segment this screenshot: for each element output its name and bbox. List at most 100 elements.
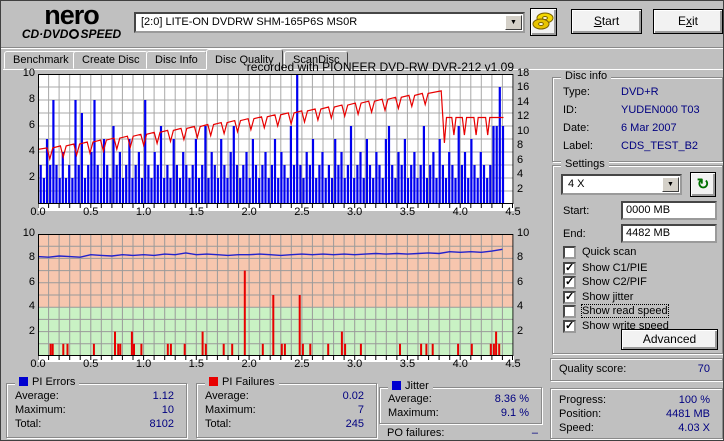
- speed-value: 4.03 X: [678, 422, 710, 434]
- disc-id-value: YUDEN000 T03: [621, 104, 700, 116]
- jitter-maximum: 9.1 %: [500, 407, 529, 419]
- chevron-down-icon[interactable]: ▼: [505, 15, 522, 30]
- drive-selector-combobox[interactable]: [2:0] LITE-ON DVDRW SHM-165P6S MS0R ▼: [134, 12, 525, 33]
- start-position-field[interactable]: 0000 MB: [621, 201, 717, 220]
- checkbox-box[interactable]: ✓: [563, 262, 576, 275]
- axis-tick-label: 6: [517, 153, 524, 166]
- position-label: Position:: [559, 408, 602, 420]
- pie-average: 1.12: [152, 390, 174, 402]
- checkbox-box[interactable]: ✓: [563, 291, 576, 304]
- refresh-icon: ↻: [696, 176, 710, 193]
- pif-maximum: 7: [357, 404, 364, 416]
- axis-tick-label: 10: [517, 124, 530, 137]
- axis-tick-label: 4.0: [452, 358, 468, 370]
- pi-failures-legend-swatch: [209, 377, 218, 386]
- axis-tick-label: 2: [517, 324, 524, 337]
- axis-tick-label: 3.0: [347, 358, 363, 370]
- pif-total: 245: [345, 418, 364, 430]
- pie-maximum: 10: [161, 404, 174, 416]
- pi-errors-stats-group: PI Errors Average: 1.12 Maximum: 10 Total:…: [6, 376, 187, 438]
- axis-tick-label: 12: [517, 110, 530, 123]
- tab-scandisc[interactable]: ScanDisc: [284, 51, 349, 69]
- pi-failures-stats-group: PI Failures Average: 0.02 Maximum: 7 Total…: [196, 376, 377, 438]
- progress-label: Progress:: [559, 394, 607, 406]
- toolbar: nero CD·DVD SPEED [2:0] LITE-ON DVDRW SHM…: [1, 0, 723, 48]
- nero-wordmark: nero: [44, 0, 100, 30]
- axis-tick-label: 4: [517, 300, 524, 313]
- axis-tick-label: 14: [517, 95, 530, 108]
- start-button[interactable]: Start: [571, 9, 642, 34]
- nero-logo: nero CD·DVD SPEED: [9, 0, 134, 41]
- disc-info-group: Disc info Type: DVD+R ID: YUDEN000 T03 Dat…: [552, 70, 723, 162]
- checkbox-box[interactable]: [563, 246, 576, 259]
- po-failures-label: PO failures:: [387, 427, 445, 439]
- pi-errors-legend: PI Errors: [32, 376, 76, 388]
- quality-score-label: Quality score:: [559, 363, 627, 375]
- axis-tick-label: 8: [28, 251, 35, 264]
- axis-tick-label: 10: [22, 67, 35, 79]
- axis-tick-label: 1.5: [188, 358, 204, 370]
- eject-discs-icon: [532, 12, 554, 30]
- axis-tick-label: 10: [517, 227, 530, 239]
- checkbox-box[interactable]: ✓: [563, 276, 576, 289]
- pi-errors-legend-swatch: [19, 377, 28, 386]
- exit-button[interactable]: Exit: [653, 9, 723, 34]
- axis-tick-label: 4: [28, 300, 35, 313]
- disc-date-label: Date:: [563, 122, 590, 134]
- checkbox-box[interactable]: [563, 305, 576, 318]
- axis-tick-label: 4.5: [505, 206, 521, 218]
- axis-tick-label: 2: [28, 324, 35, 337]
- advanced-button[interactable]: Advanced: [621, 329, 718, 350]
- disc-date-value: 6 Mar 2007: [621, 122, 677, 134]
- pif-average: 0.02: [342, 390, 364, 402]
- tab-create-disc[interactable]: Create Disc: [73, 51, 149, 69]
- end-position-field[interactable]: 4482 MB: [621, 224, 717, 243]
- eject-disc-button[interactable]: [530, 8, 557, 36]
- axis-tick-label: 4: [28, 145, 35, 157]
- tab-benchmark[interactable]: Benchmark: [4, 51, 78, 69]
- axis-tick-label: 0.5: [83, 206, 99, 218]
- settings-legend: Settings: [561, 158, 609, 170]
- axis-tick-label: 0.5: [83, 358, 99, 370]
- disc-type-label: Type:: [563, 86, 590, 98]
- disc-type-value: DVD+R: [621, 86, 659, 98]
- progress-box: Progress: 100 % Position: 4481 MB Speed: 4.…: [550, 388, 723, 439]
- pi-failures-legend: PI Failures: [222, 376, 275, 388]
- disc-info-legend: Disc info: [561, 70, 612, 82]
- axis-tick-label: 18: [517, 67, 530, 79]
- end-position-label: End:: [563, 228, 586, 240]
- speed-selector-value: 4 X: [568, 178, 585, 190]
- checkbox-box[interactable]: ✓: [563, 320, 576, 333]
- axis-tick-label: 1.0: [135, 206, 152, 218]
- disc-icon: [69, 29, 80, 39]
- quality-score-box: Quality score: 70: [550, 358, 723, 381]
- disc-id-label: ID:: [563, 104, 578, 116]
- axis-tick-label: 4: [517, 168, 524, 181]
- speed-selector-combobox[interactable]: 4 X ▼: [561, 174, 682, 195]
- axis-tick-label: 0.0: [30, 358, 46, 370]
- axis-tick-label: 2.0: [241, 358, 257, 370]
- tab-disc-quality[interactable]: Disc Quality: [206, 49, 283, 70]
- start-position-label: Start:: [563, 205, 590, 217]
- drive-selector-value: [2:0] LITE-ON DVDRW SHM-165P6S MS0R: [141, 16, 358, 28]
- axis-tick-label: 0.0: [30, 206, 46, 218]
- jitter-legend: Jitter: [405, 380, 429, 392]
- tab-disc-info[interactable]: Disc Info: [146, 51, 207, 69]
- axis-tick-label: 8: [517, 139, 524, 152]
- chevron-down-icon[interactable]: ▼: [662, 177, 679, 192]
- axis-tick-label: 3.5: [399, 358, 416, 370]
- jitter-legend-swatch: [392, 381, 401, 390]
- refresh-button[interactable]: ↻: [690, 172, 716, 197]
- position-value: 4481 MB: [665, 408, 710, 420]
- axis-tick-label: 8: [517, 251, 524, 264]
- jitter-average: 8.36 %: [494, 393, 529, 405]
- settings-group: Settings 4 X ▼ ↻ Start: 0000 MB End: 448…: [552, 158, 723, 354]
- axis-tick-label: 2.5: [294, 206, 310, 218]
- axis-tick-label: 3.0: [347, 206, 363, 218]
- jitter-stats-group: Jitter Average: 8.36 % Maximum: 9.1 %: [379, 380, 542, 424]
- axis-tick-label: 6: [517, 275, 524, 288]
- pie-total: 8102: [149, 418, 174, 430]
- axis-tick-label: 4.5: [505, 358, 521, 370]
- axis-tick-label: 8: [28, 93, 35, 105]
- axis-tick-label: 1.0: [135, 358, 152, 370]
